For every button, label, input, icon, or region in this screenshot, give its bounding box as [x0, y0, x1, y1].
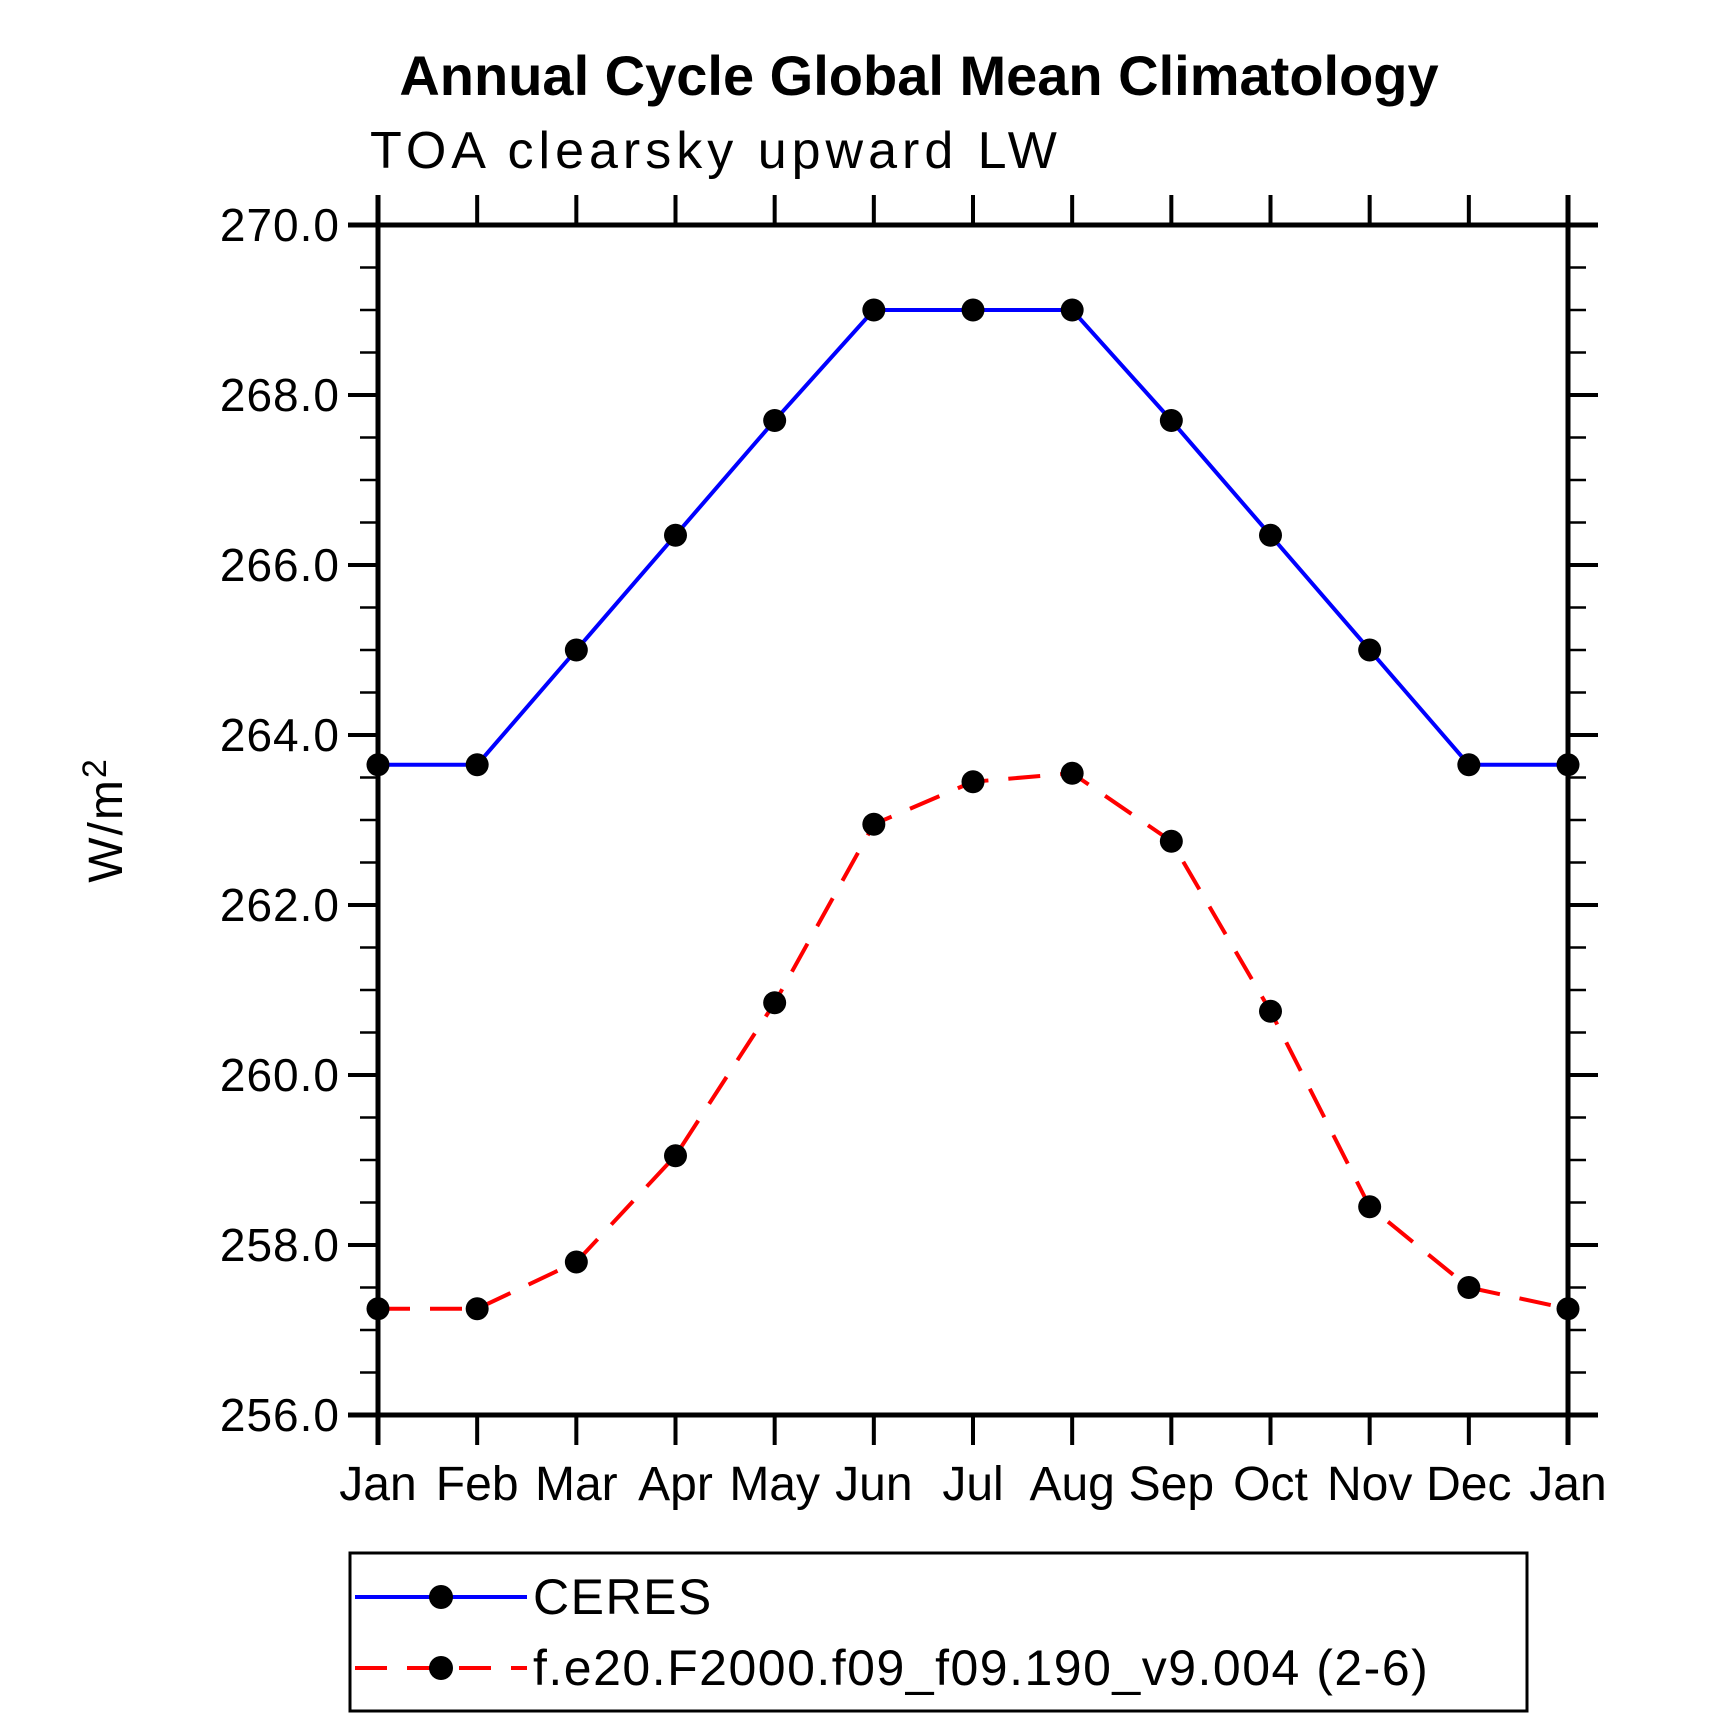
data-point-0 — [465, 753, 489, 777]
x-tick-label: Sep — [1129, 1458, 1214, 1511]
y-tick-label: 256.0 — [220, 1389, 340, 1441]
data-point-1 — [465, 1297, 489, 1321]
data-point-1 — [1060, 761, 1084, 785]
data-point-0 — [1556, 753, 1580, 777]
data-point-0 — [664, 523, 687, 547]
data-point-0 — [1457, 753, 1481, 777]
legend-entry-model: f.e20.F2000.f09_f09.190_v9.004 (2-6) — [355, 1640, 1429, 1696]
data-point-0 — [763, 409, 787, 432]
x-tick-label: Oct — [1233, 1458, 1308, 1511]
y-tick-label: 264.0 — [220, 709, 340, 761]
legend-marker-dot — [429, 1585, 453, 1609]
y-tick-label: 262.0 — [220, 879, 340, 931]
data-point-1 — [1259, 999, 1282, 1023]
data-point-1 — [763, 991, 787, 1015]
data-point-1 — [366, 1297, 390, 1321]
y-axis-title-base: W/m — [80, 778, 133, 883]
data-point-0 — [564, 638, 588, 662]
y-tick-label: 268.0 — [220, 369, 340, 421]
data-series — [366, 298, 1580, 1321]
data-point-1 — [1159, 829, 1183, 853]
series-line-1 — [378, 771, 1569, 1311]
x-tick-label: Mar — [535, 1458, 618, 1511]
legend-marker-dot — [429, 1656, 453, 1680]
y-tick-label: 270.0 — [220, 199, 340, 251]
x-tick-label: Jun — [835, 1458, 912, 1511]
series-line-0 — [378, 308, 1568, 767]
x-tick-label: Jan — [1529, 1458, 1606, 1511]
y-axis-title-superscript: 2 — [76, 757, 114, 778]
tick-labels: 256.0 258.0 260.0 262.0 264.0 266.0 268.0 270.0… — [220, 199, 1607, 1511]
data-point-1 — [1457, 1276, 1481, 1299]
axes — [348, 195, 1598, 1445]
legend: CERES f.e20.F2000.f09_f09.190_v9.004 (2-… — [348, 1551, 1529, 1713]
y-axis-title: W/m2 — [76, 757, 133, 883]
data-point-0 — [1259, 523, 1282, 547]
data-point-0 — [1159, 409, 1183, 432]
data-point-0 — [862, 298, 886, 322]
chart-subtitle: TOA clearsky upward LW — [370, 122, 1062, 180]
x-tick-label: Aug — [1029, 1458, 1114, 1511]
x-tick-label: Jan — [339, 1458, 416, 1511]
x-tick-label: May — [729, 1458, 820, 1511]
x-tick-label: Dec — [1426, 1458, 1511, 1511]
legend-label-model: f.e20.F2000.f09_f09.190_v9.004 (2-6) — [533, 1640, 1429, 1696]
chart-title: Annual Cycle Global Mean Climatology — [399, 44, 1438, 107]
data-point-0 — [1358, 638, 1382, 662]
data-point-1 — [1556, 1297, 1580, 1321]
ticks — [348, 195, 1598, 1445]
y-tick-label: 260.0 — [220, 1049, 340, 1101]
data-point-0 — [961, 298, 985, 322]
x-tick-label: Apr — [638, 1458, 713, 1511]
data-point-1 — [564, 1250, 588, 1274]
x-tick-label: Nov — [1327, 1458, 1412, 1511]
data-point-1 — [664, 1144, 687, 1168]
x-tick-label: Jul — [942, 1458, 1003, 1511]
data-point-0 — [366, 753, 390, 777]
legend-label-ceres: CERES — [533, 1569, 713, 1625]
x-tick-label: Feb — [436, 1458, 519, 1511]
data-point-1 — [961, 770, 985, 794]
y-tick-label: 266.0 — [220, 539, 340, 591]
legend-box — [348, 1551, 1529, 1713]
data-point-1 — [862, 812, 886, 836]
data-point-0 — [1060, 298, 1084, 322]
legend-entry-ceres: CERES — [355, 1569, 713, 1625]
y-tick-label: 258.0 — [220, 1219, 340, 1271]
data-point-1 — [1358, 1195, 1382, 1219]
